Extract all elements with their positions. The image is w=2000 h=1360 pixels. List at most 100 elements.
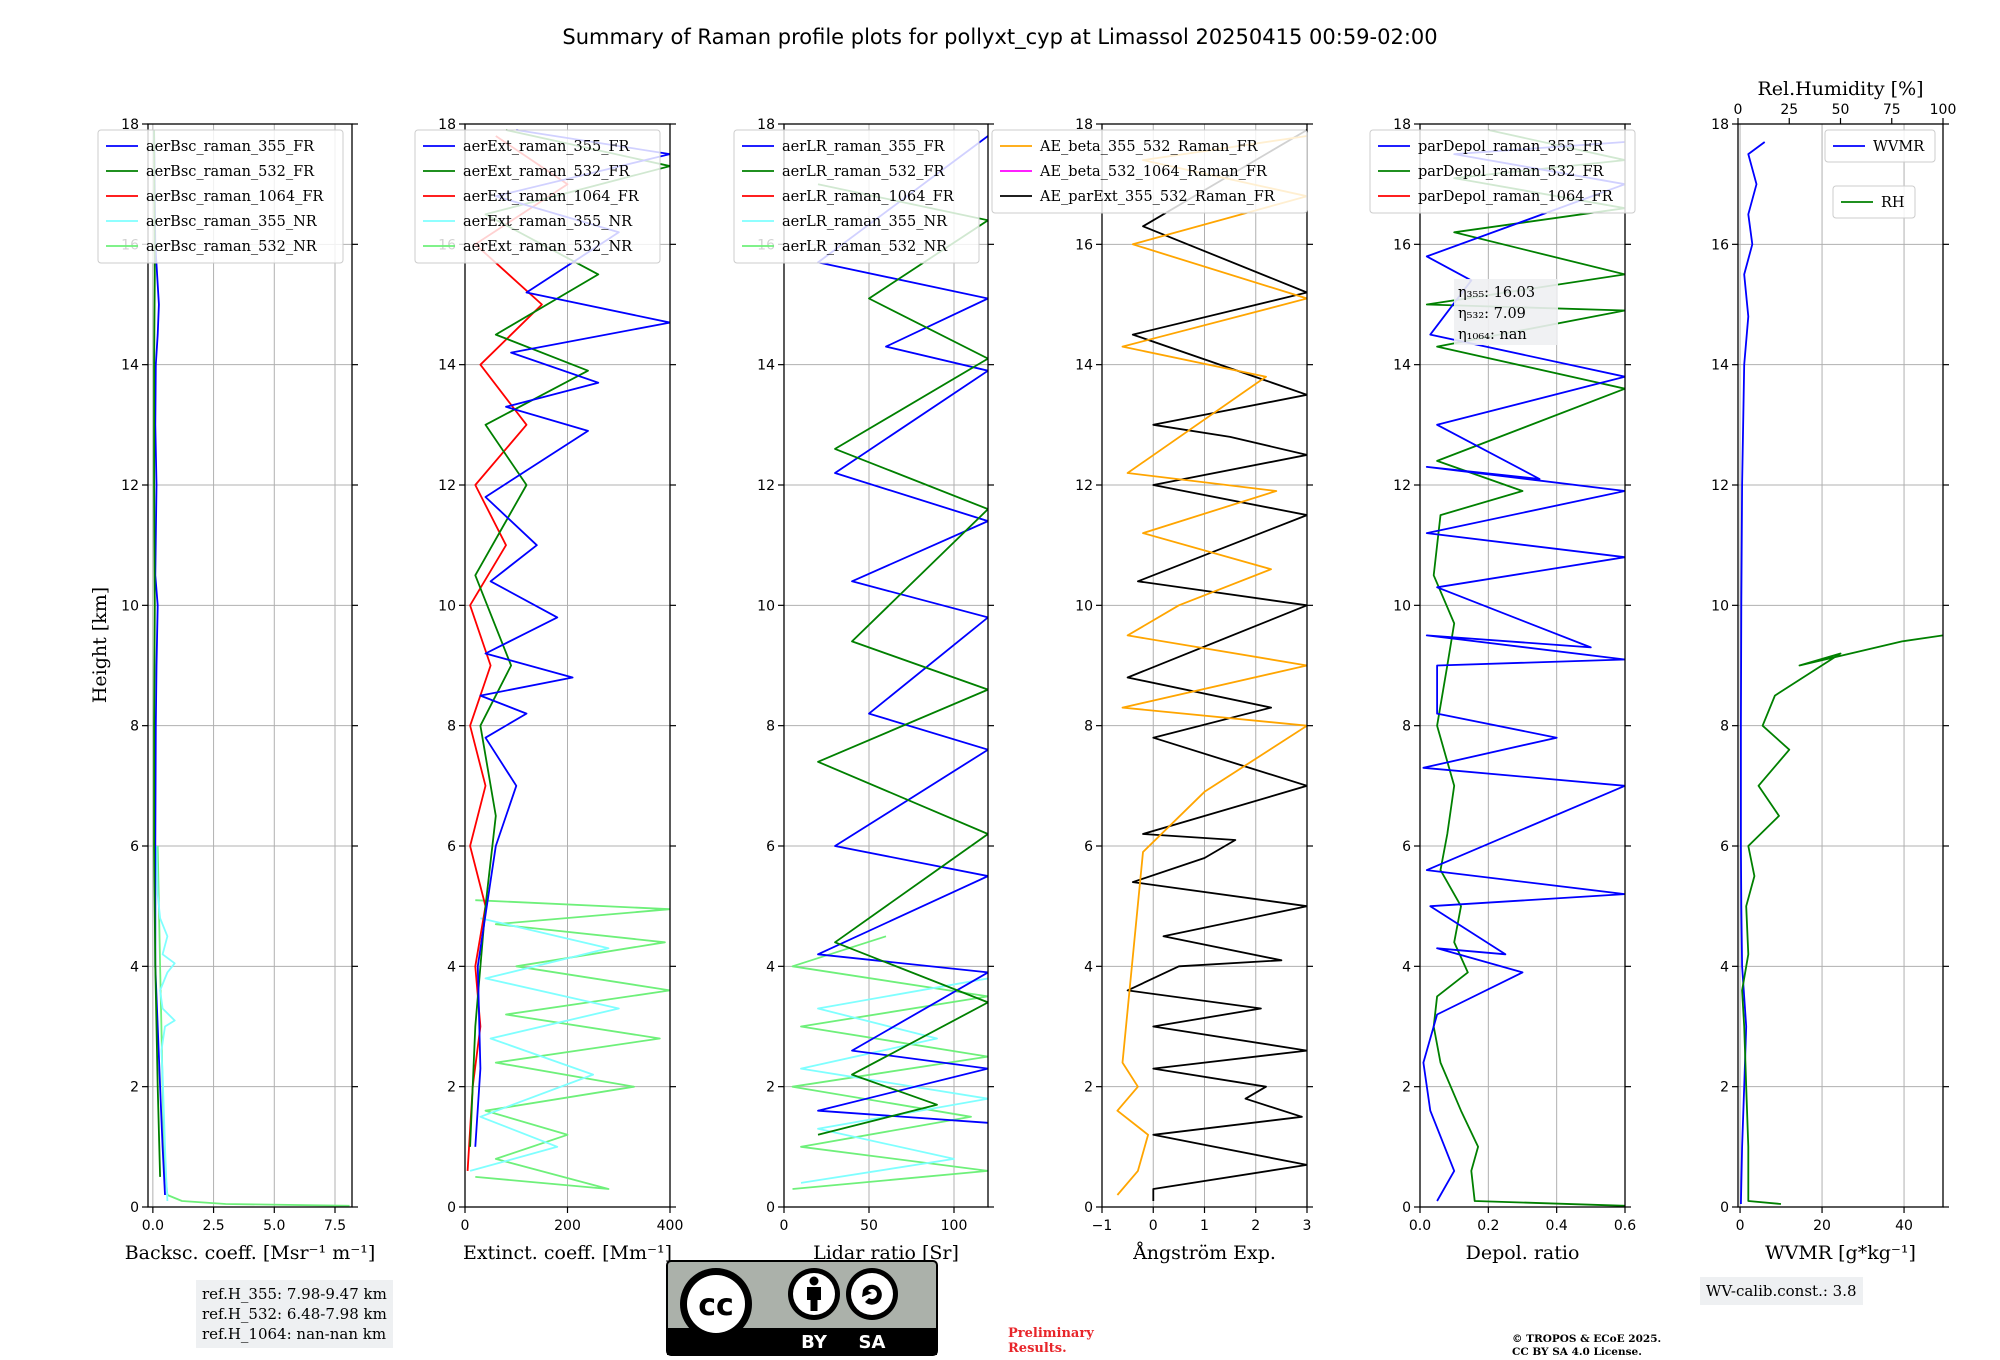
- ref-height-532: ref.H_532: 6.48-7.98 km: [202, 1305, 387, 1323]
- series-group: [1116, 129, 1307, 1201]
- legend-box: [733, 129, 980, 264]
- y-tick-label: 0: [130, 1200, 139, 1216]
- legend-label: aerExt_raman_1064_FR: [463, 189, 640, 205]
- top-tick-label: 50: [1832, 102, 1850, 118]
- x-axis-label: Lidar ratio [Sr]: [813, 1242, 959, 1264]
- ref-height-355: ref.H_355: 7.98-9.47 km: [202, 1285, 387, 1303]
- axes-frame: [147, 123, 353, 1208]
- y-tick-label: 10: [438, 598, 456, 614]
- x-tick-label: 0.2: [1477, 1218, 1499, 1234]
- x-tick-label: 20: [1813, 1218, 1831, 1234]
- y-tick-label: 4: [130, 959, 139, 975]
- y-tick-label: 4: [766, 959, 775, 975]
- preliminary-results-note: Preliminary Results.: [1008, 1326, 1094, 1356]
- y-tick-label: 10: [757, 598, 775, 614]
- legend-label: AE_parExt_355_532_Raman_FR: [1039, 189, 1276, 205]
- y-tick-label: 8: [1720, 719, 1729, 735]
- top-tick-label: 100: [1930, 102, 1957, 118]
- y-tick-label: 6: [1720, 839, 1729, 855]
- y-tick-label: 2: [130, 1080, 139, 1096]
- x-tick-label: 50: [860, 1218, 878, 1234]
- y-tick-label: 2: [1084, 1080, 1093, 1096]
- legend: parDepol_raman_355_FR parDepol_raman_532_…: [1369, 129, 1636, 214]
- x-tick-label: 3: [1303, 1218, 1312, 1234]
- y-tick-label: 16: [1075, 237, 1093, 253]
- legend-label: parDepol_raman_532_FR: [1418, 164, 1605, 180]
- x-axis-label: WVMR [g*kg⁻¹]: [1765, 1242, 1916, 1264]
- copyright-line-2: CC BY SA 4.0 License.: [1512, 1346, 1642, 1358]
- y-tick-label: 2: [447, 1080, 456, 1096]
- x-tick-label: 0.0: [1409, 1218, 1431, 1234]
- y-tick-label: 14: [757, 358, 775, 374]
- annotation-box: [1454, 279, 1558, 345]
- annotation-line: η₅₃₂: 7.09: [1458, 306, 1526, 322]
- x-tick-label: 5.0: [263, 1218, 285, 1234]
- y-tick-label: 18: [121, 117, 139, 133]
- series-line-aerBsc_raman_532_FR: [153, 129, 161, 1177]
- cc-logo-text: cc: [698, 1288, 734, 1323]
- y-tick-label: 12: [1075, 478, 1093, 494]
- y-tick-label: 14: [438, 358, 456, 374]
- y-tick-label: 0: [766, 1200, 775, 1216]
- legend-label: aerExt_raman_355_FR: [463, 139, 631, 155]
- series-group: [1740, 141, 1943, 1205]
- x-tick-label: −1: [1092, 1218, 1113, 1234]
- figure-title: Summary of Raman profile plots for polly…: [562, 25, 1437, 50]
- series-line-aerExt_raman_532_NR: [475, 899, 670, 1190]
- legend-label: aerExt_raman_355_NR: [463, 214, 633, 230]
- legend-label: aerBsc_raman_532_NR: [146, 239, 318, 255]
- series-line-aerExt_raman_1064_FR: [466, 135, 569, 1171]
- x-tick-label: 0: [780, 1218, 789, 1234]
- cc-sa-label: SA: [859, 1332, 886, 1353]
- top-tick-label: 75: [1883, 102, 1901, 118]
- legend-box: [97, 129, 344, 264]
- x-tick-label: 0: [1149, 1218, 1158, 1234]
- y-tick-label: 0: [1402, 1200, 1411, 1216]
- y-tick-label: 8: [1402, 719, 1411, 735]
- legend-box: [1824, 129, 1936, 163]
- x-tick-label: 0: [461, 1218, 470, 1234]
- legend-label: RH: [1881, 195, 1905, 211]
- series-group: [153, 129, 350, 1207]
- legend-label: aerLR_raman_355_NR: [782, 214, 948, 230]
- cc-by-sa-logo: cc BY SA: [666, 1260, 938, 1356]
- y-tick-label: 14: [1393, 358, 1411, 374]
- y-tick-label: 10: [121, 598, 139, 614]
- legend-label: AE_beta_355_532_Raman_FR: [1039, 139, 1259, 155]
- preliminary-line-2: Results.: [1008, 1341, 1067, 1356]
- legend-box: [991, 129, 1308, 214]
- series-line-RH: [1741, 634, 1943, 1205]
- series-line-aerBsc_raman_355_FR: [153, 129, 166, 1196]
- x-tick-label: 0.6: [1614, 1218, 1636, 1234]
- legend-label: aerLR_raman_532_FR: [782, 164, 945, 180]
- x-tick-label: 2: [1251, 1218, 1260, 1234]
- legend-label: aerBsc_raman_532_FR: [146, 164, 315, 180]
- y-tick-label: 8: [130, 719, 139, 735]
- x-tick-label: 400: [657, 1218, 684, 1234]
- series-line-aerExt_raman_355_FR: [474, 129, 670, 1147]
- panel-wvmr: 0 2 4 6 8 10 12 14 16 18 0 20 40 WVMR [g*kg⁻¹] 0 25 50 75…: [1711, 78, 1956, 1264]
- legend-box: [1369, 129, 1636, 214]
- y-tick-label: 14: [121, 358, 139, 374]
- y-tick-label: 6: [130, 839, 139, 855]
- series-line-aerExt_raman_355_NR: [469, 917, 620, 1172]
- x-axis-label: Ångström Exp.: [1132, 1242, 1276, 1264]
- legend-label: aerLR_raman_1064_FR: [782, 189, 955, 205]
- series-line-AE_parExt_355_532_Raman_FR: [1126, 129, 1307, 1201]
- panel-lidar_ratio: 024681012141618050100Lidar ratio [Sr]aer…: [733, 117, 994, 1264]
- y-tick-label: 2: [1720, 1080, 1729, 1096]
- legend-box: [414, 129, 661, 264]
- y-tick-label: 6: [1084, 839, 1093, 855]
- y-tick-label: 10: [1711, 598, 1729, 614]
- legend: aerLR_raman_355_FR aerLR_raman_532_FR aerL…: [733, 129, 980, 264]
- legend-label: aerBsc_raman_355_FR: [146, 139, 315, 155]
- y-tick-label: 4: [1084, 959, 1093, 975]
- x-axis-label: Depol. ratio: [1466, 1242, 1580, 1264]
- y-tick-label: 0: [1720, 1200, 1729, 1216]
- y-tick-label: 6: [1402, 839, 1411, 855]
- copyright-line-1: © TROPOS & ECoE 2025.: [1512, 1333, 1662, 1345]
- y-tick-label: 14: [1075, 358, 1093, 374]
- top-tick-label: 25: [1780, 102, 1798, 118]
